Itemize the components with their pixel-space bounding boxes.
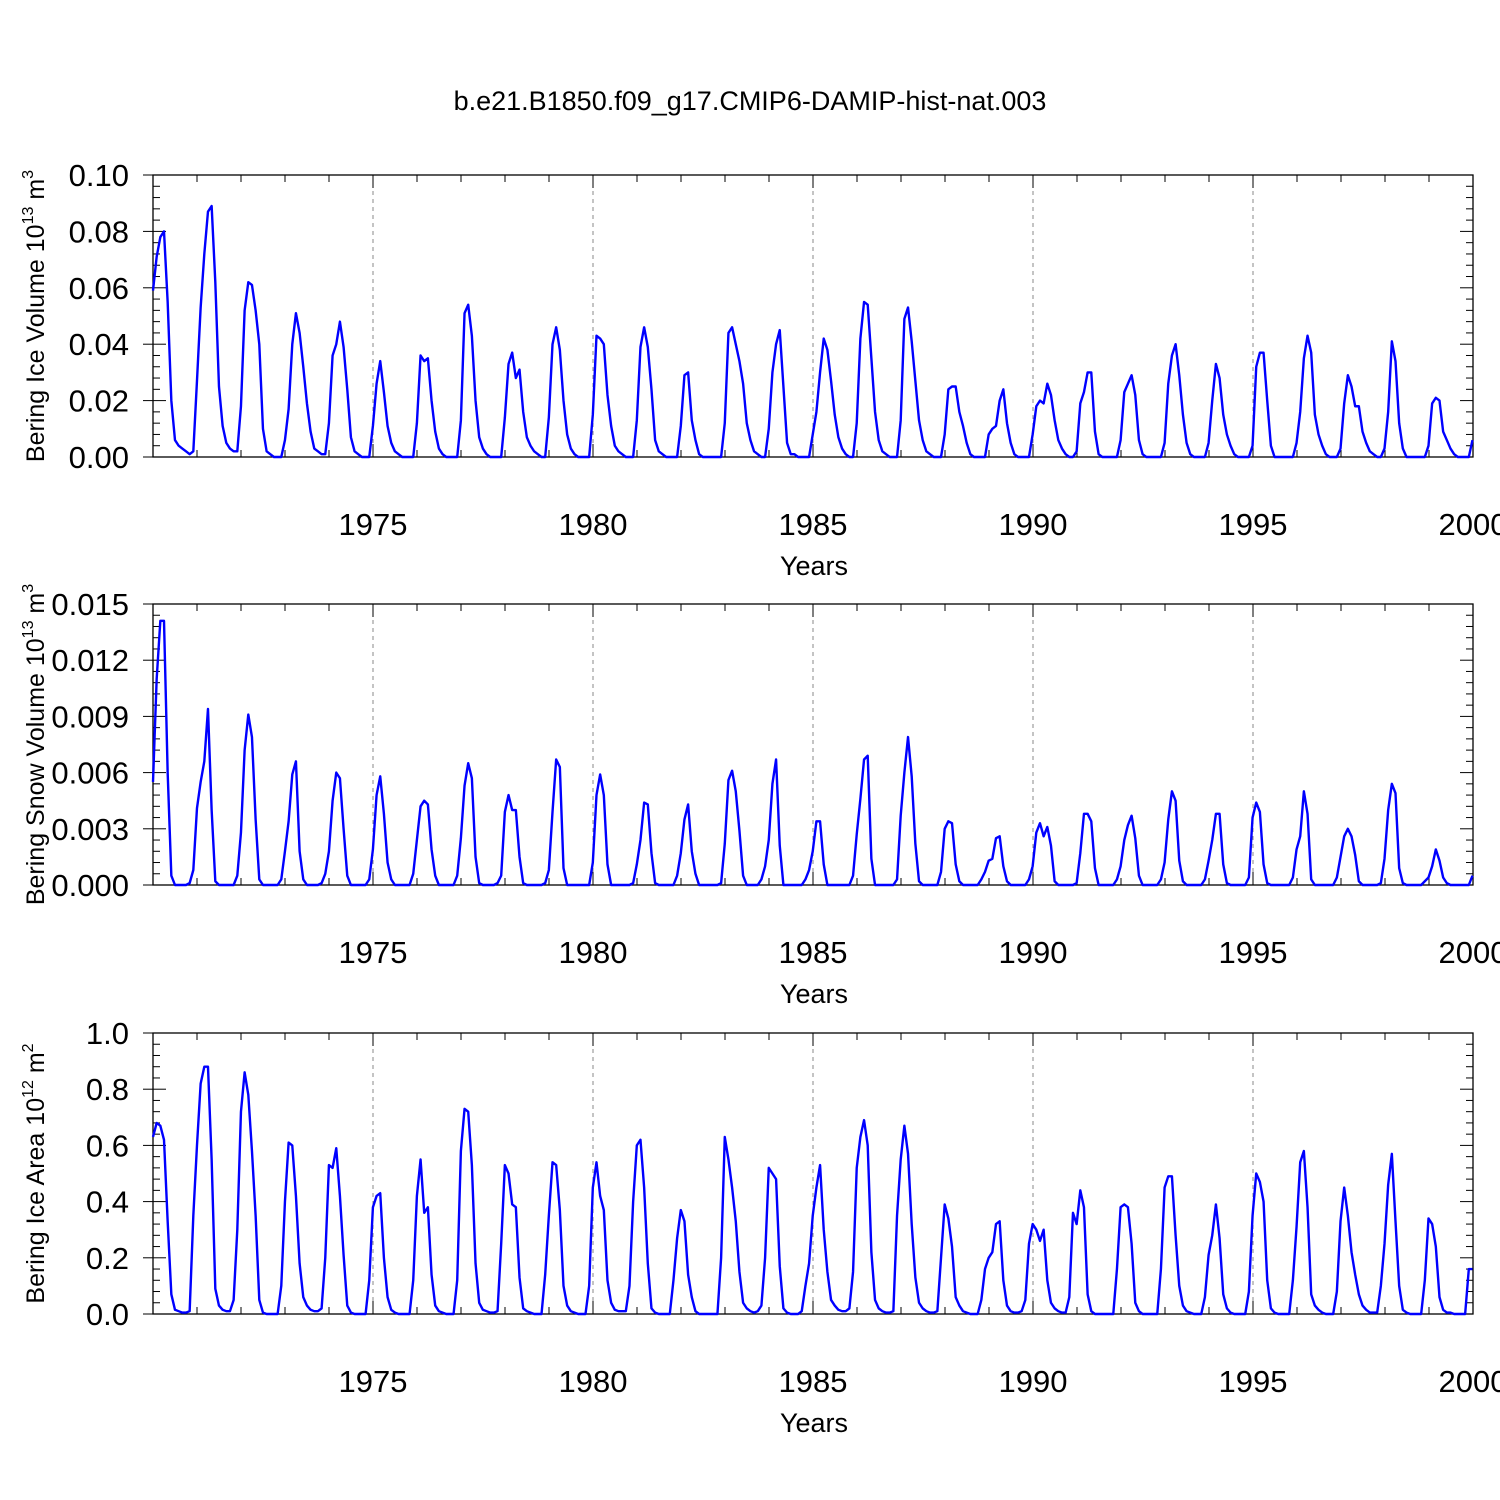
x-tick-label: 1980 xyxy=(559,507,628,542)
x-tick-label: 1990 xyxy=(999,1364,1068,1399)
x-tick-label: 1980 xyxy=(559,935,628,970)
x-axis-label: Years xyxy=(780,979,848,1009)
series-line-ice-volume xyxy=(151,204,1474,459)
x-tick-label: 1980 xyxy=(559,1364,628,1399)
y-tick-label: 0.000 xyxy=(51,868,129,903)
panel-snow-volume: 0.000 0.003 0.006 0.009 0.012 0.015 1975 1980 19… xyxy=(20,584,1500,1009)
y-tick-label: 0.003 xyxy=(51,812,129,847)
series-line-snow-volume xyxy=(151,619,1474,887)
y-tick-label: 0.00 xyxy=(69,440,129,475)
y-axis-label: Bering Ice Area 1012 m2 xyxy=(20,1043,50,1303)
y-tick-label: 0.08 xyxy=(69,214,129,249)
x-tick-label: 1990 xyxy=(999,507,1068,542)
x-tick-label: 1975 xyxy=(339,507,408,542)
x-tick-label: 1995 xyxy=(1219,1364,1288,1399)
x-tick-label: 2000 xyxy=(1439,507,1500,542)
y-tick-label: 0.006 xyxy=(51,756,129,791)
y-tick-label: 0.10 xyxy=(69,158,129,193)
panel-ice-area: 0.0 0.2 0.4 0.6 0.8 1.0 1975 1980 1985 1990 1995 20… xyxy=(20,1016,1500,1438)
x-tick-label: 1985 xyxy=(779,1364,848,1399)
x-tick-label: 2000 xyxy=(1439,1364,1500,1399)
y-tick-label: 0.4 xyxy=(86,1185,129,1220)
x-tick-label: 1985 xyxy=(779,935,848,970)
x-tick-label: 1985 xyxy=(779,507,848,542)
y-tick-label: 0.015 xyxy=(51,587,129,622)
series-line-ice-area xyxy=(151,1065,1473,1316)
y-tick-label: 0.04 xyxy=(69,327,129,362)
y-tick-label: 1.0 xyxy=(86,1016,129,1051)
x-axis-label: Years xyxy=(780,1408,848,1438)
y-tick-label: 0.06 xyxy=(69,271,129,306)
panel-ice-volume: 0.00 0.02 0.04 0.06 0.08 0.10 1975 1980 1985 1990… xyxy=(20,158,1500,581)
y-tick-label: 0.012 xyxy=(51,643,129,678)
x-tick-label: 1995 xyxy=(1219,507,1288,542)
y-axis-label: Bering Snow Volume 1013 m3 xyxy=(20,584,50,905)
y-tick-label: 0.0 xyxy=(86,1297,129,1332)
y-axis-label: Bering Ice Volume 1013 m3 xyxy=(20,170,50,462)
x-tick-label: 1990 xyxy=(999,935,1068,970)
y-tick-label: 0.009 xyxy=(51,699,129,734)
x-tick-label: 1975 xyxy=(339,935,408,970)
y-tick-label: 0.8 xyxy=(86,1072,129,1107)
x-tick-label: 1995 xyxy=(1219,935,1288,970)
x-axis-label: Years xyxy=(780,551,848,581)
y-tick-label: 0.2 xyxy=(86,1241,129,1276)
x-tick-label: 1975 xyxy=(339,1364,408,1399)
y-tick-label: 0.02 xyxy=(69,384,129,419)
x-tick-label: 2000 xyxy=(1439,935,1500,970)
figure-title: b.e21.B1850.f09_g17.CMIP6-DAMIP-hist-nat… xyxy=(454,86,1047,116)
y-tick-label: 0.6 xyxy=(86,1128,129,1163)
